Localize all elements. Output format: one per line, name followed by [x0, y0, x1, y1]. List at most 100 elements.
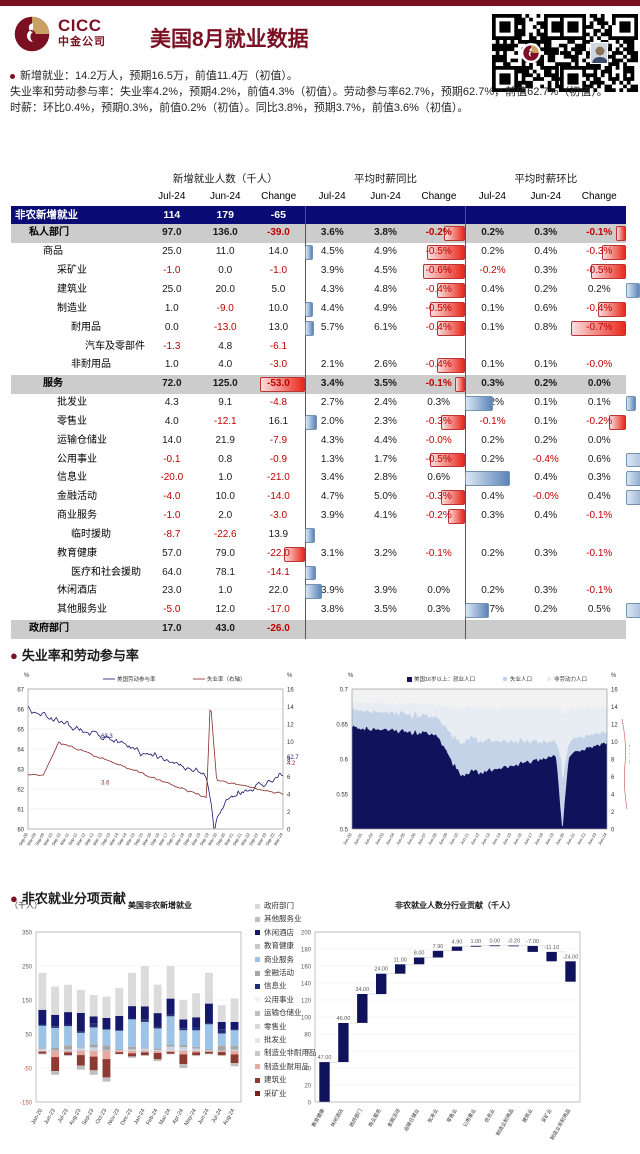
svg-text:信息业: 信息业: [483, 1108, 497, 1125]
svg-text:0: 0: [611, 828, 615, 834]
svg-text:Jun-24: Jun-24: [197, 1108, 211, 1126]
svg-text:200: 200: [301, 931, 312, 937]
svg-text:8: 8: [611, 758, 615, 764]
svg-text:0.65: 0.65: [336, 723, 348, 729]
svg-text:Apr-24: Apr-24: [172, 1108, 185, 1125]
svg-text:Jun-10: Jun-10: [448, 831, 459, 845]
svg-text:休闲酒店: 休闲酒店: [329, 1108, 345, 1129]
svg-text:运输仓储业: 运输仓储业: [402, 1108, 421, 1133]
svg-text:16: 16: [611, 688, 618, 694]
svg-text:Jul-23: Jul-23: [57, 1108, 70, 1124]
svg-text:%: %: [611, 673, 617, 679]
svg-text:20: 20: [304, 1084, 311, 1090]
svg-text:-7.00: -7.00: [526, 939, 539, 945]
svg-text:美国16岁以上：就业人口: 美国16岁以上：就业人口: [414, 675, 475, 683]
svg-text:Jun-23: Jun-23: [43, 1108, 57, 1126]
svg-text:40: 40: [304, 1067, 311, 1073]
svg-text:80: 80: [304, 1033, 311, 1039]
svg-text:14: 14: [611, 705, 618, 711]
svg-text:失业人口: 失业人口: [510, 675, 532, 683]
svg-text:47.00: 47.00: [318, 1055, 332, 1061]
svg-text:Mar-24: Mar-24: [158, 1108, 172, 1126]
svg-text:62: 62: [17, 788, 24, 794]
svg-text:66: 66: [17, 708, 24, 714]
svg-text:金融活动: 金融活动: [386, 1108, 402, 1129]
svg-text:失业率（右轴）: 失业率（右轴）: [207, 675, 246, 683]
svg-text:教育健康: 教育健康: [310, 1108, 326, 1129]
svg-text:10: 10: [611, 740, 618, 746]
svg-text:34.00: 34.00: [355, 987, 369, 993]
svg-text:65: 65: [17, 728, 24, 734]
svg-text:150: 150: [22, 999, 33, 1005]
svg-text:50: 50: [25, 1033, 32, 1039]
svg-text:67: 67: [17, 688, 24, 694]
svg-text:0.7: 0.7: [340, 688, 349, 694]
svg-text:-24.00: -24.00: [563, 954, 579, 960]
svg-text:0: 0: [308, 1101, 312, 1107]
svg-text:61: 61: [17, 808, 24, 814]
svg-text:12: 12: [611, 723, 618, 729]
svg-text:Aug-24: Aug-24: [222, 1108, 236, 1126]
svg-text:建筑业: 建筑业: [521, 1108, 535, 1125]
svg-text:2: 2: [287, 810, 291, 816]
svg-text:2: 2: [611, 810, 615, 816]
svg-text:14: 14: [287, 705, 294, 711]
svg-text:4.90: 4.90: [452, 940, 463, 946]
svg-text:May-24: May-24: [184, 1108, 198, 1127]
svg-text:3.6: 3.6: [101, 781, 110, 787]
svg-text:-11.10: -11.10: [544, 945, 559, 951]
svg-text:采矿业: 采矿业: [540, 1108, 554, 1125]
svg-text:批发业: 批发业: [426, 1108, 440, 1125]
svg-text:政府部门: 政府部门: [348, 1108, 364, 1129]
svg-text:%: %: [348, 673, 354, 679]
svg-text:350: 350: [22, 931, 33, 937]
svg-text:公用事业: 公用事业: [462, 1108, 478, 1129]
svg-text:%: %: [24, 673, 30, 679]
svg-text:11.00: 11.00: [394, 957, 407, 963]
svg-text:Mar-24: Mar-24: [273, 831, 284, 846]
svg-text:0: 0: [287, 828, 291, 834]
svg-text:0.6: 0.6: [340, 758, 349, 764]
svg-text:0.55: 0.55: [336, 793, 348, 799]
svg-text:1.00: 1.00: [471, 939, 482, 945]
svg-text:-0.20: -0.20: [508, 939, 521, 945]
svg-text:24.00: 24.00: [374, 967, 388, 973]
svg-text:业: 业: [629, 751, 630, 759]
svg-text:250: 250: [22, 965, 33, 971]
svg-text:6: 6: [611, 775, 615, 781]
svg-text:12: 12: [287, 723, 294, 729]
svg-text:4: 4: [287, 793, 291, 799]
svg-text:制造业耐用品: 制造业耐用品: [494, 1108, 515, 1137]
svg-text:-50: -50: [23, 1067, 32, 1073]
svg-text:失: 失: [629, 743, 630, 751]
svg-text:120: 120: [301, 999, 312, 1005]
svg-text:64: 64: [17, 748, 24, 754]
svg-text:非劳动力人口: 非劳动力人口: [554, 675, 587, 683]
svg-text:%: %: [287, 673, 293, 679]
svg-text:140: 140: [301, 982, 312, 988]
svg-text:-150: -150: [20, 1101, 33, 1107]
svg-text:63.3: 63.3: [101, 734, 113, 740]
svg-text:4.2: 4.2: [287, 761, 296, 767]
svg-text:7.90: 7.90: [433, 944, 444, 950]
svg-text:美国劳动参与率: 美国劳动参与率: [117, 675, 156, 683]
svg-text:100: 100: [301, 1016, 312, 1022]
svg-text:63: 63: [17, 768, 24, 774]
svg-text:160: 160: [301, 965, 312, 971]
svg-text:Dec-23: Dec-23: [120, 1108, 134, 1126]
svg-text:180: 180: [301, 948, 312, 954]
svg-text:10: 10: [287, 740, 294, 746]
svg-text:46.00: 46.00: [337, 1016, 351, 1022]
svg-text:率: 率: [629, 759, 630, 767]
svg-text:8.00: 8.00: [414, 951, 425, 957]
svg-text:4: 4: [611, 793, 615, 799]
svg-text:16: 16: [287, 688, 294, 694]
svg-text:60: 60: [304, 1050, 311, 1056]
svg-text:Jul-24: Jul-24: [211, 1108, 224, 1124]
svg-text:商业服务: 商业服务: [367, 1108, 383, 1129]
svg-text:6: 6: [287, 775, 291, 781]
svg-text:Jun-24: Jun-24: [597, 831, 608, 845]
svg-text:0.00: 0.00: [489, 938, 500, 944]
svg-text:Sep-23: Sep-23: [81, 1108, 95, 1126]
svg-text:零售业: 零售业: [445, 1108, 459, 1125]
